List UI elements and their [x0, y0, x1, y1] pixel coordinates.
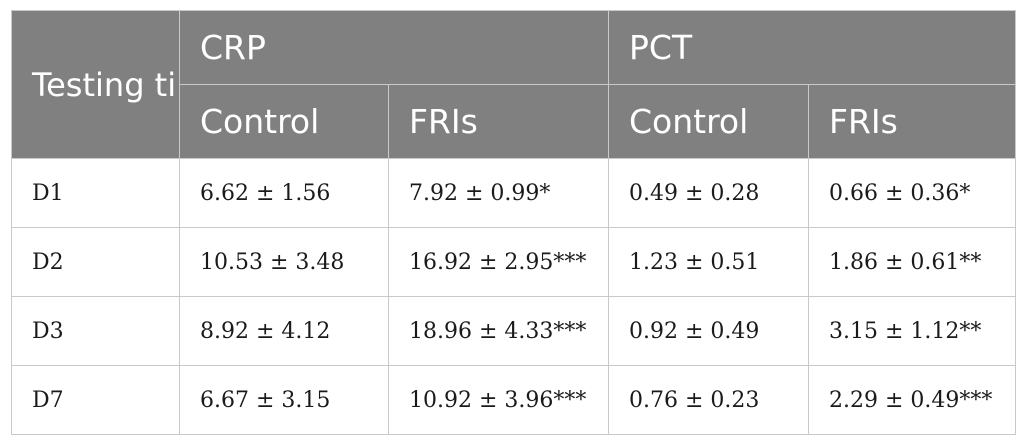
cell-crp-control: 6.62 ± 1.56 [179, 158, 389, 228]
cell-crp-fris: 7.92 ± 0.99* [388, 158, 609, 228]
results-table: Testing time CRP PCT Control FRIs Contro… [11, 10, 1017, 435]
header-crp-control: Control [179, 84, 389, 159]
cell-pct-fris: 2.29 ± 0.49*** [807, 365, 1017, 435]
cell-pct-fris: 1.86 ± 0.61** [807, 227, 1017, 297]
header-crp-fris: FRIs [388, 84, 609, 159]
table-row: D1 6.62 ± 1.56 7.92 ± 0.99* 0.49 ± 0.28 … [11, 158, 1017, 228]
header-pct-control: Control [608, 84, 809, 159]
cell-testing-time: D3 [11, 296, 180, 366]
table-body: D1 6.62 ± 1.56 7.92 ± 0.99* 0.49 ± 0.28 … [11, 158, 1017, 435]
table-row: D3 8.92 ± 4.12 18.96 ± 4.33*** 0.92 ± 0.… [11, 296, 1017, 366]
header-row-subcolumns: Control FRIs Control FRIs [12, 84, 1017, 159]
header-group-pct: PCT [607, 10, 1017, 85]
header-group-crp: CRP [179, 10, 609, 85]
cell-crp-fris: 10.92 ± 3.96*** [388, 365, 609, 435]
table-row: D7 6.67 ± 3.15 10.92 ± 3.96*** 0.76 ± 0.… [11, 365, 1017, 435]
cell-pct-control: 0.76 ± 0.23 [608, 365, 809, 435]
cell-crp-fris: 16.92 ± 2.95*** [388, 227, 609, 297]
header-pct-fris: FRIs [807, 84, 1017, 159]
cell-pct-fris: 0.66 ± 0.36* [807, 158, 1017, 228]
header-testing-time: Testing time [11, 10, 180, 159]
cell-crp-control: 10.53 ± 3.48 [179, 227, 389, 297]
cell-crp-fris: 18.96 ± 4.33*** [388, 296, 609, 366]
cell-testing-time: D1 [11, 158, 180, 228]
cell-testing-time: D7 [11, 365, 180, 435]
table-row: D2 10.53 ± 3.48 16.92 ± 2.95*** 1.23 ± 0… [11, 227, 1017, 297]
cell-crp-control: 6.67 ± 3.15 [179, 365, 389, 435]
cell-pct-control: 1.23 ± 0.51 [608, 227, 809, 297]
cell-pct-fris: 3.15 ± 1.12** [807, 296, 1017, 366]
cell-testing-time: D2 [11, 227, 180, 297]
cell-pct-control: 0.92 ± 0.49 [608, 296, 809, 366]
cell-pct-control: 0.49 ± 0.28 [608, 158, 809, 228]
header-row-groups: Testing time CRP PCT [11, 10, 1017, 159]
cell-crp-control: 8.92 ± 4.12 [179, 296, 389, 366]
table-header: Testing time CRP PCT Control FRIs Contro… [11, 10, 1017, 159]
